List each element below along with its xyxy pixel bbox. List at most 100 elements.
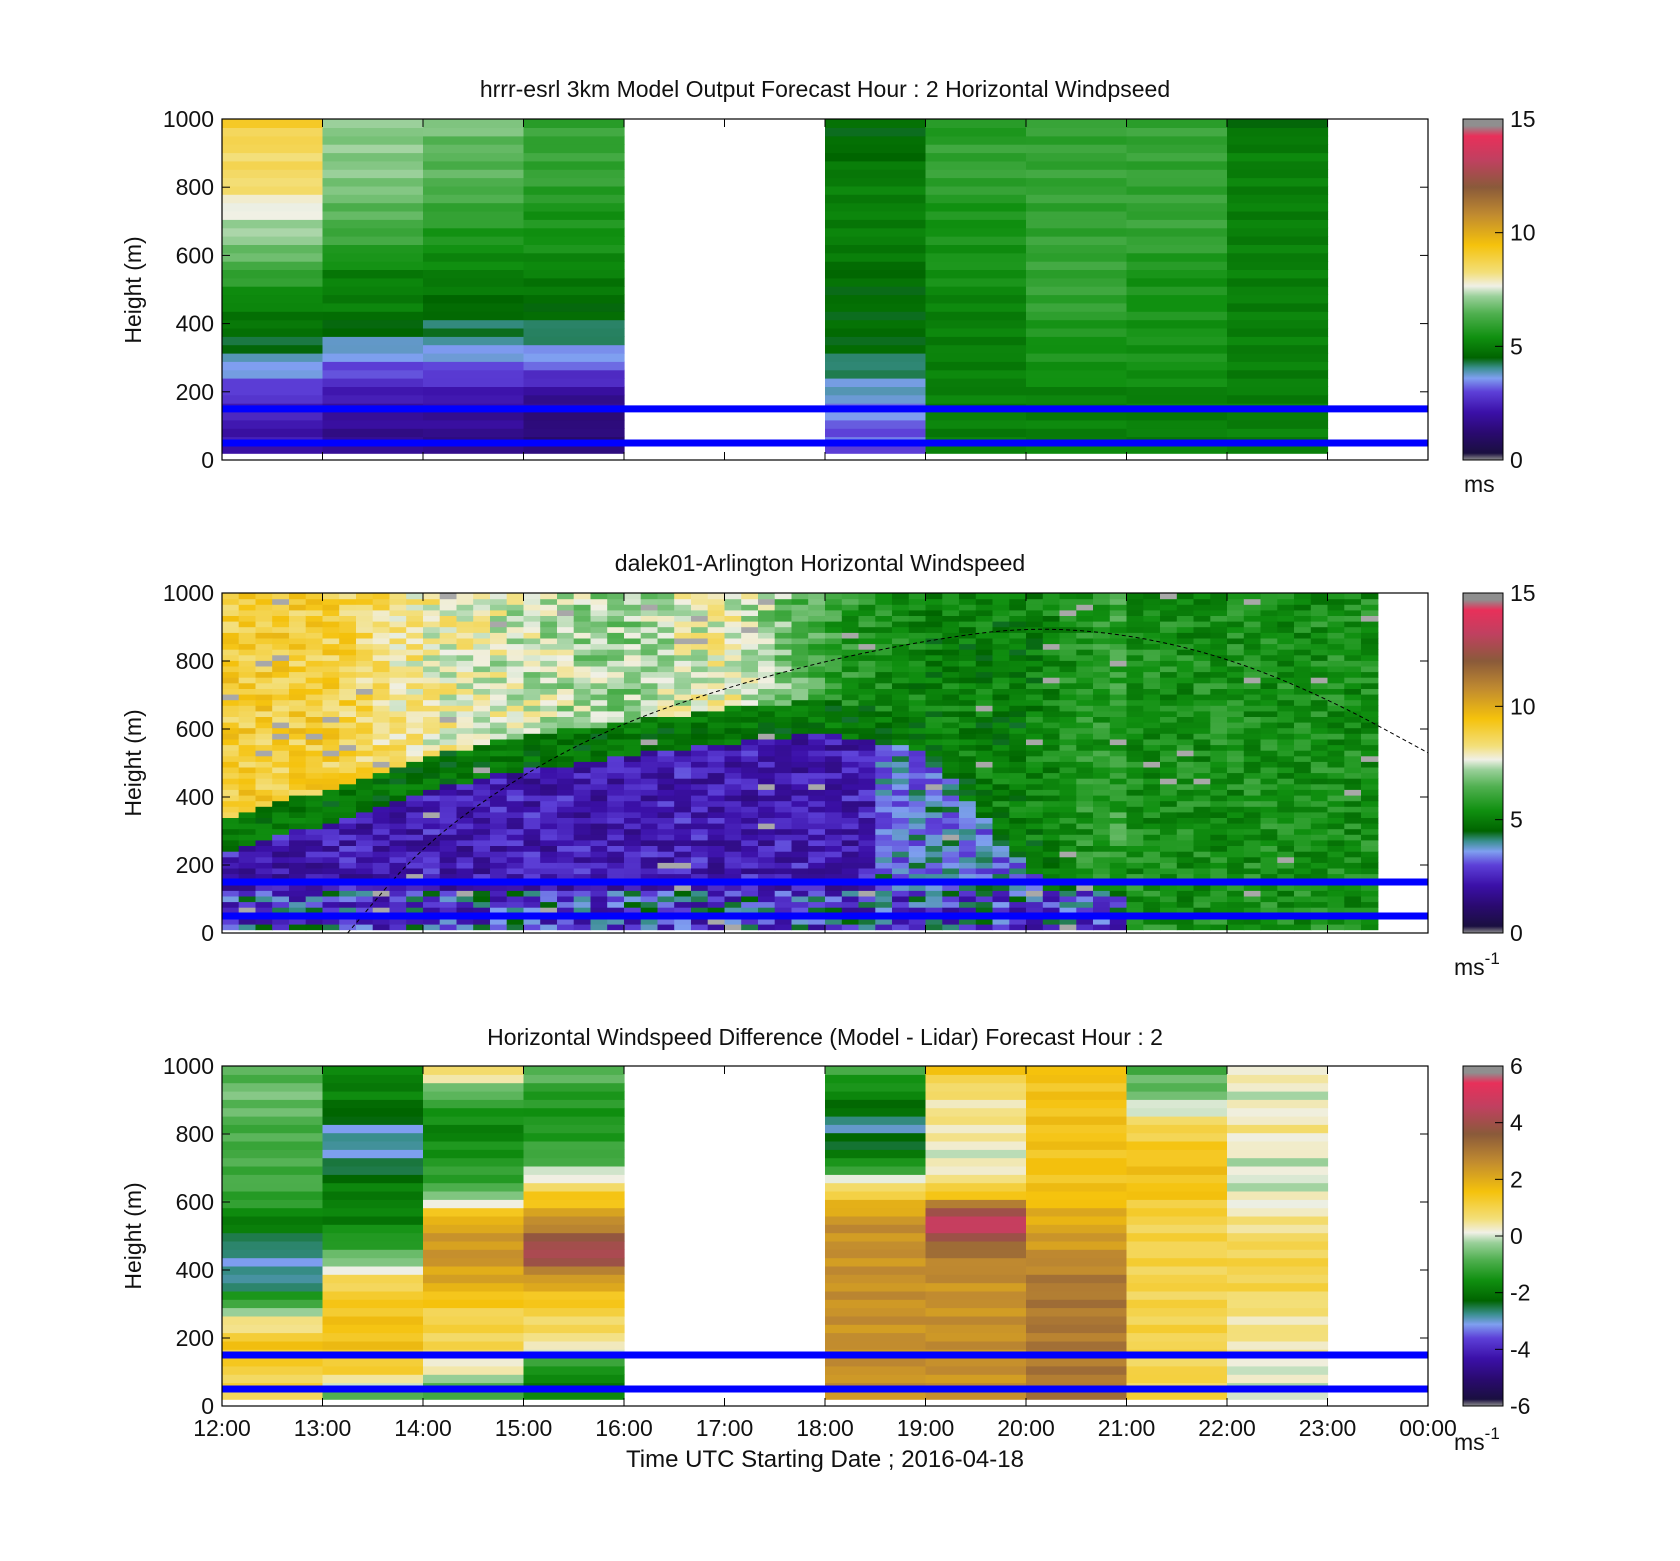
- heatmap-cell: [1260, 823, 1278, 830]
- heatmap-cell: [892, 677, 910, 684]
- heatmap-cell: [791, 604, 809, 611]
- heatmap-cell: [389, 901, 407, 908]
- heatmap-cell: [841, 884, 860, 891]
- heatmap-cell: [322, 419, 424, 429]
- heatmap-cell: [959, 621, 977, 628]
- heatmap-cell: [1210, 867, 1228, 875]
- heatmap-cell: [490, 665, 508, 673]
- heatmap-cell: [423, 755, 441, 762]
- heatmap-cell: [607, 716, 625, 723]
- heatmap-cell: [1026, 1274, 1128, 1284]
- heatmap-cell: [322, 1265, 424, 1275]
- heatmap-cell: [825, 1116, 927, 1125]
- heatmap-cell: [925, 169, 1027, 179]
- heatmap-cell: [1294, 783, 1312, 790]
- heatmap-cell: [1260, 839, 1278, 846]
- heatmap-cell: [222, 202, 324, 212]
- heatmap-cell: [573, 778, 592, 785]
- heatmap-cell: [1176, 637, 1195, 645]
- heatmap-cell: [707, 873, 726, 880]
- heatmap-cell: [590, 867, 608, 875]
- heatmap-cell: [1126, 419, 1228, 429]
- heatmap-cell: [1076, 778, 1094, 785]
- heatmap-cell: [540, 761, 558, 768]
- heatmap-cell: [1076, 901, 1094, 908]
- heatmap-cell: [322, 1166, 424, 1175]
- heatmap-cell: [372, 845, 391, 852]
- heatmap-cell: [305, 901, 324, 908]
- heatmap-cell: [1294, 795, 1312, 802]
- heatmap-cell: [758, 817, 776, 824]
- heatmap-cell: [875, 828, 893, 835]
- heatmap-cell: [1176, 722, 1195, 729]
- heatmap-cell: [691, 778, 709, 785]
- heatmap-cell: [825, 862, 843, 869]
- heatmap-cell: [222, 694, 240, 701]
- heatmap-cell: [1327, 654, 1345, 661]
- heatmap-cell: [1093, 907, 1111, 914]
- heatmap-cell: [1260, 806, 1278, 813]
- heatmap-cell: [841, 716, 860, 723]
- heatmap-cell: [1143, 593, 1161, 600]
- heatmap-cell: [590, 761, 608, 768]
- heatmap-cell: [1260, 671, 1278, 678]
- heatmap-cell: [657, 733, 675, 740]
- heatmap-cell: [1009, 637, 1027, 645]
- heatmap-cell: [439, 660, 458, 667]
- heatmap-cell: [942, 795, 960, 802]
- heatmap-cell: [557, 778, 575, 785]
- heatmap-cell: [356, 811, 374, 818]
- heatmap-cell: [423, 1082, 525, 1092]
- heatmap-cell: [523, 286, 625, 296]
- heatmap-cell: [1260, 901, 1278, 908]
- heatmap-cell: [607, 598, 625, 605]
- heatmap-cell: [523, 1124, 625, 1134]
- heatmap-cell: [942, 738, 960, 746]
- heatmap-cell: [1076, 665, 1094, 673]
- heatmap-cell: [372, 604, 391, 611]
- heatmap-cell: [1126, 800, 1144, 807]
- heatmap-cell: [1344, 682, 1362, 689]
- heatmap-cell: [1076, 761, 1094, 768]
- heatmap-cell: [423, 344, 525, 354]
- heatmap-cell: [1076, 806, 1094, 813]
- heatmap-cell: [1160, 665, 1178, 673]
- heatmap-cell: [406, 750, 424, 757]
- heatmap-cell: [238, 716, 257, 723]
- heatmap-cell: [523, 336, 625, 346]
- heatmap-cell: [1361, 778, 1379, 785]
- heatmap-cell: [255, 643, 273, 650]
- heatmap-cell: [1193, 677, 1211, 684]
- heatmap-cell: [1093, 884, 1111, 891]
- heatmap-cell: [1327, 862, 1345, 869]
- heatmap-cell: [825, 428, 927, 438]
- heatmap-cell: [774, 615, 793, 622]
- heatmap-cell: [892, 783, 910, 790]
- heatmap-cell: [222, 1199, 324, 1209]
- heatmap-cell: [523, 800, 541, 807]
- heatmap-cell: [389, 862, 407, 869]
- heatmap-cell: [875, 800, 893, 807]
- heatmap-cell: [808, 851, 826, 858]
- heatmap-cell: [322, 336, 424, 346]
- heatmap-cell: [1009, 884, 1027, 891]
- heatmap-cell: [1143, 660, 1161, 667]
- heatmap-cell: [389, 705, 407, 712]
- heatmap-cell: [640, 688, 659, 695]
- heatmap-cell: [1243, 643, 1262, 650]
- heatmap-cell: [590, 845, 608, 852]
- heatmap-cell: [1059, 716, 1077, 723]
- heatmap-cell: [640, 811, 659, 818]
- heatmap-cell: [590, 609, 608, 616]
- heatmap-cell: [1093, 823, 1111, 830]
- heatmap-cell: [339, 806, 357, 813]
- heatmap-cell: [892, 817, 910, 824]
- heatmap-cell: [222, 386, 324, 396]
- heatmap-cell: [222, 294, 324, 304]
- heatmap-cell: [1227, 1365, 1329, 1375]
- heatmap-cell: [540, 750, 558, 757]
- heatmap-cell: [272, 722, 290, 729]
- heatmap-cell: [322, 789, 340, 796]
- heatmap-cell: [322, 688, 340, 695]
- heatmap-cell: [1076, 750, 1094, 757]
